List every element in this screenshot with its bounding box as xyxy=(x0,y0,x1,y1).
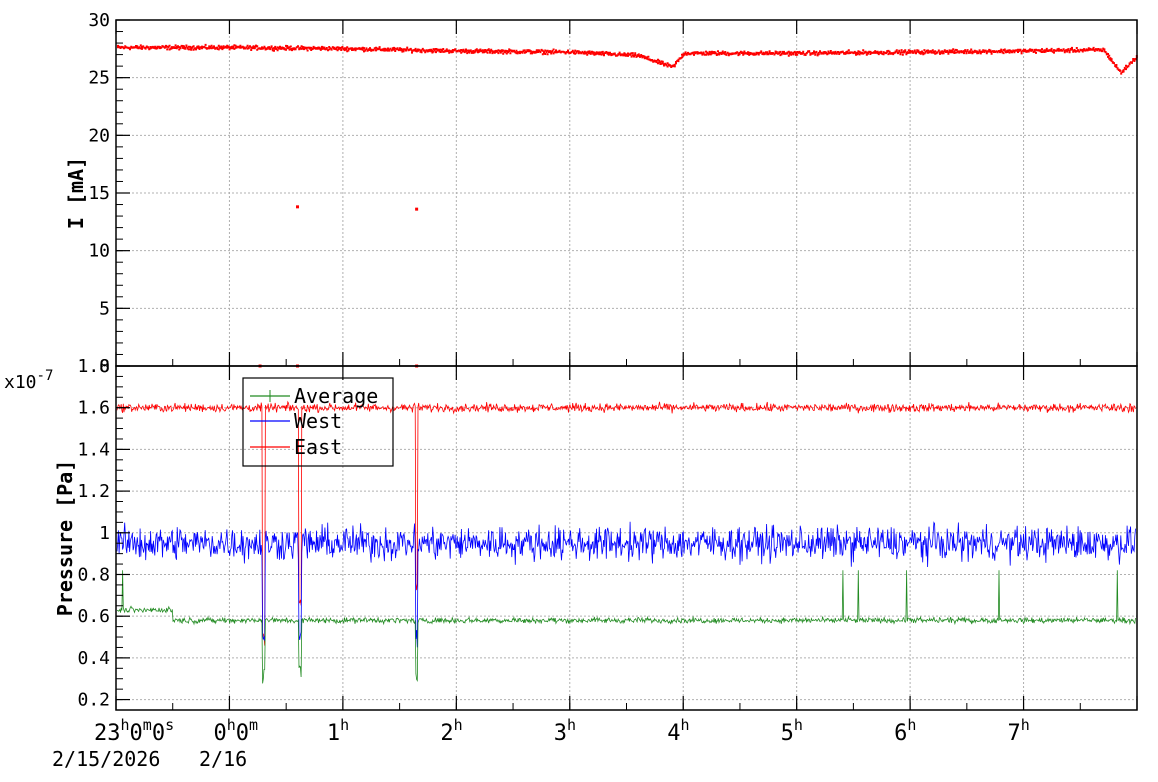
pressure-series xyxy=(116,400,1136,684)
current-data-points xyxy=(117,43,1138,75)
y-tick-label: 1.8 xyxy=(77,356,110,377)
legend-label-west: West xyxy=(294,409,342,433)
y-tick-label: 0.2 xyxy=(77,690,110,711)
y-tick-label: 0 xyxy=(99,356,110,377)
x-tick-label: 4h xyxy=(667,716,689,746)
current-x-ticks xyxy=(115,20,1138,366)
current-grid xyxy=(116,20,1137,366)
current-y-axis-title: I [mA] xyxy=(64,157,88,229)
y-tick-label: 20 xyxy=(88,125,110,146)
pressure-y-ticks: 0.2 0.4 0.6 0.8 1 1.2 1.4 1.6 1.8 xyxy=(77,356,130,711)
time-axis-labels: 23h0m0s 0h0m 1h 2h 3h 4h 5h 6h 7h xyxy=(94,716,1030,746)
y-tick-label: 1.6 xyxy=(77,398,110,419)
legend-entry-west: West xyxy=(250,409,342,433)
y-tick-label: 1 xyxy=(99,523,110,544)
pressure-series-east xyxy=(116,400,1136,646)
current-y-ticks: 0 5 10 15 20 25 30 xyxy=(88,10,130,377)
y-tick-label: 30 xyxy=(88,10,110,31)
current-outlier-point xyxy=(296,205,300,209)
pressure-panel: 0.20.40.60.811.21.41.61.8 Pressure [Pa] … xyxy=(4,356,1138,711)
y-tick-label: 0.6 xyxy=(77,606,110,627)
x-tick-label: 23h0m0s xyxy=(94,716,174,746)
current-panel: 0 5 10 15 20 25 30 I [mA] xyxy=(64,10,1138,377)
y-tick-label: 15 xyxy=(88,183,110,204)
pressure-y-axis-title: Pressure [Pa] xyxy=(53,460,77,617)
current-series xyxy=(117,43,1138,368)
date-label-next: 2/16 xyxy=(199,747,247,771)
y-tick-label: 1.4 xyxy=(77,439,110,460)
x-tick-label: 5h xyxy=(781,716,803,746)
x-tick-label: 2h xyxy=(440,716,462,746)
legend-label-east: East xyxy=(294,435,342,459)
pressure-legend: Average West East xyxy=(242,377,394,467)
x-tick-label: 7h xyxy=(1008,716,1030,746)
y-tick-label: 10 xyxy=(88,241,110,262)
y-tick-label: 0.4 xyxy=(77,648,110,669)
current-outlier-point xyxy=(415,207,419,211)
pressure-y-exponent: x10-7 xyxy=(4,368,53,393)
legend-label-average: Average xyxy=(294,384,378,408)
y-tick-label: 1.2 xyxy=(77,481,110,502)
y-tick-label: 5 xyxy=(99,298,110,319)
x-tick-label: 1h xyxy=(327,716,349,746)
pressure-series-west xyxy=(116,521,1136,648)
x-tick-label: 6h xyxy=(894,716,916,746)
pressure-series-average xyxy=(117,570,1136,684)
date-label-start: 2/15/2026 xyxy=(52,747,160,771)
x-tick-label: 3h xyxy=(554,716,576,746)
legend-entry-east: East xyxy=(250,435,342,459)
y-tick-label: 25 xyxy=(88,68,110,89)
y-tick-label: 0.8 xyxy=(77,564,110,585)
pressure-x-ticks xyxy=(115,366,1138,710)
legend-box xyxy=(242,377,394,467)
legend-entry-average: Average xyxy=(250,384,378,408)
x-tick-label: 0h0m xyxy=(213,716,258,746)
